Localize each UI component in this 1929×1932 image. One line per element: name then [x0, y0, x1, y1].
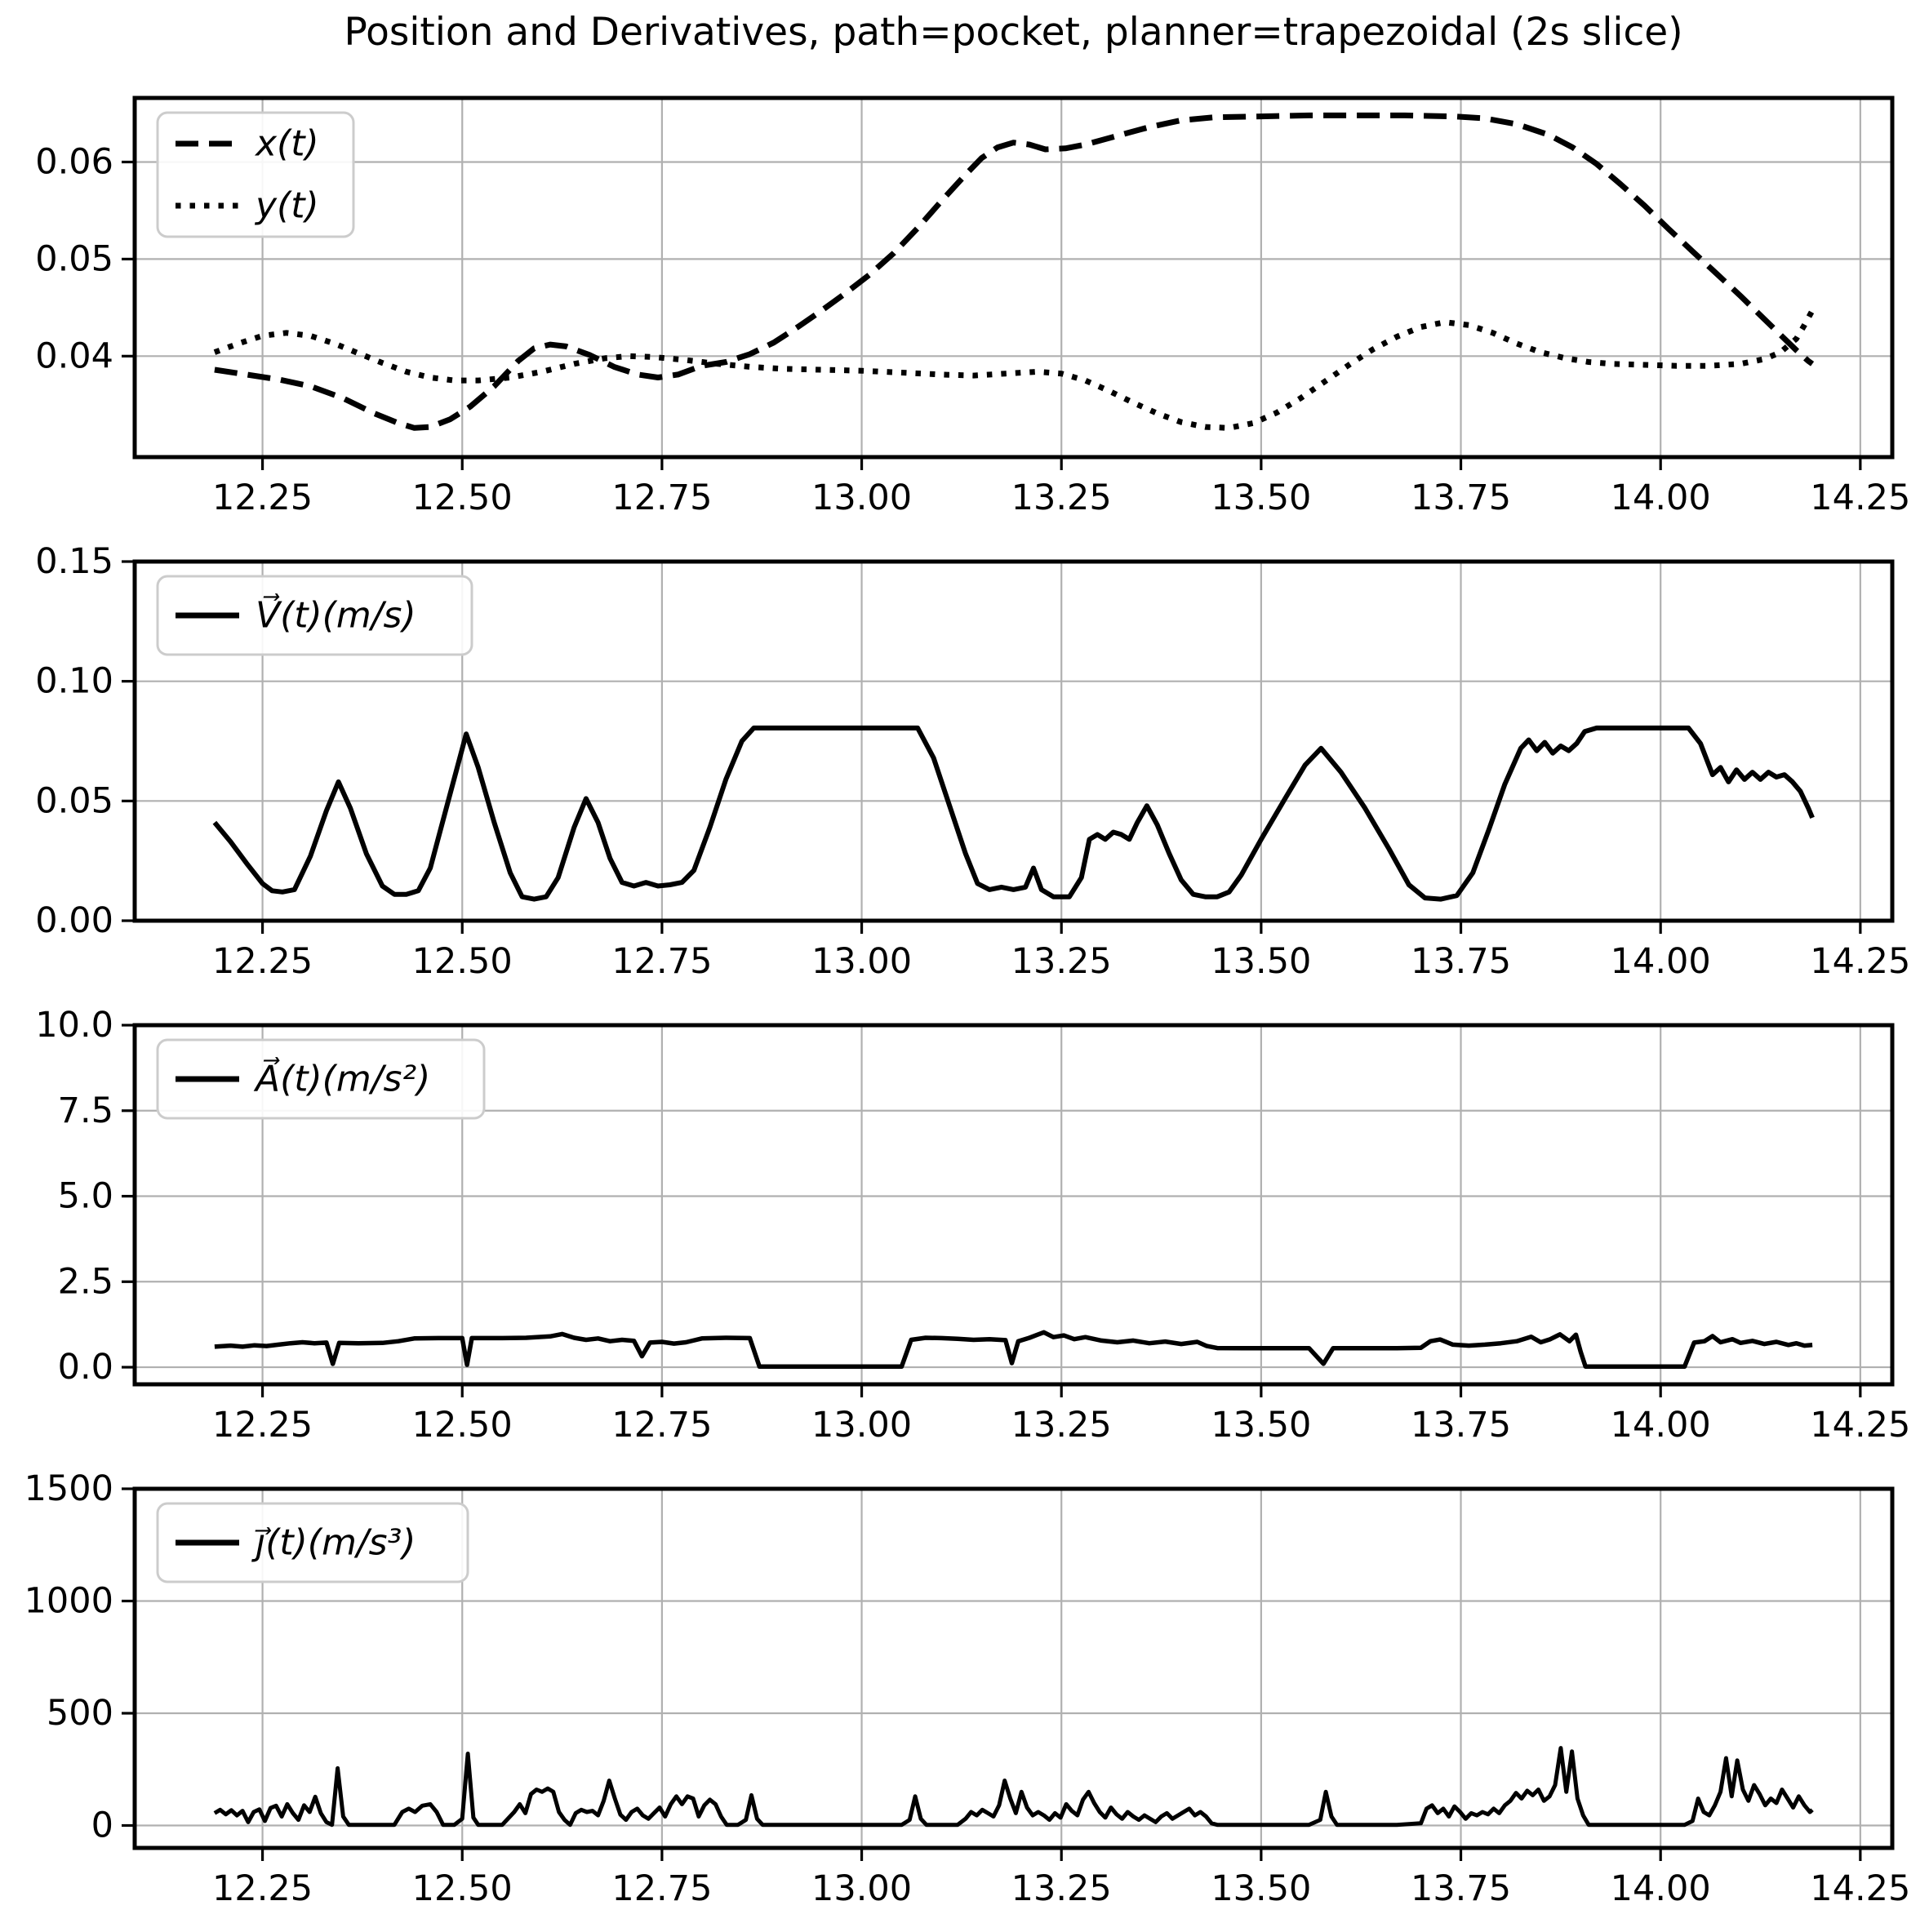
jerk-subplot: 12.25 12.50 12.75 13.00 13.25 13.50 13.75 14.00… [24, 1468, 1911, 1909]
y-tick-label: 7.5 [58, 1090, 113, 1131]
x-tick-label: 12.50 [412, 1868, 513, 1909]
series-v-of-t [212, 725, 1815, 902]
x-tick-label: 12.50 [412, 1405, 513, 1446]
x-tick-label: 14.00 [1611, 1405, 1711, 1446]
acceleration-subplot: 12.25 12.50 12.75 13.00 13.25 13.50 13.75 14.00… [35, 1005, 1910, 1446]
axes-border [132, 1486, 1895, 1850]
position-subplot: 12.25 12.50 12.75 13.00 13.25 13.50 13.75 14.00… [35, 95, 1910, 518]
y-tick-label: 5.0 [58, 1176, 113, 1217]
x-tick-label: 14.00 [1611, 941, 1711, 982]
y-tick-label: 0.00 [35, 900, 113, 941]
legend-box [156, 1038, 486, 1120]
y-tick-label: 0.06 [35, 141, 113, 182]
x-tick-label: 13.00 [811, 477, 912, 518]
x-tick-label: 14.25 [1810, 477, 1910, 518]
x-tick-label: 13.50 [1211, 941, 1311, 982]
legend-box [156, 1502, 469, 1583]
legend-label: A⃗(t)(m/s²) [253, 1056, 430, 1099]
axes-border [132, 1023, 1895, 1387]
x-tick-label: 13.50 [1211, 477, 1311, 518]
x-tick-label: 13.75 [1411, 1405, 1511, 1446]
x-tick-label: 12.75 [611, 477, 712, 518]
legend-label: y(t) [254, 185, 319, 227]
y-tick-label: 2.5 [58, 1261, 113, 1302]
x-tick-label: 14.00 [1611, 1868, 1711, 1909]
x-tick-label: 12.25 [212, 941, 313, 982]
figure-title: Position and Derivatives, path=pocket, p… [344, 10, 1683, 55]
y-tick-label: 500 [47, 1693, 113, 1734]
x-tick-label: 13.00 [811, 1405, 912, 1446]
y-tick-label: 0 [91, 1805, 113, 1846]
x-tick-label: 12.50 [412, 477, 513, 518]
x-tick-label: 13.25 [1011, 477, 1112, 518]
x-tick-label: 12.75 [611, 1405, 712, 1446]
x-tick-label: 13.00 [811, 941, 912, 982]
y-tick-label: 0.15 [35, 541, 113, 582]
x-tick-label: 13.75 [1411, 941, 1511, 982]
x-tick-label: 14.25 [1810, 1868, 1910, 1909]
y-tick-label: 0.05 [35, 238, 113, 279]
x-tick-label: 12.50 [412, 941, 513, 982]
velocity-subplot: 12.25 12.50 12.75 13.00 13.25 13.50 13.75 14.00… [35, 541, 1910, 982]
y-tick-label: 0.04 [35, 335, 113, 376]
y-tick-label: 1000 [24, 1581, 113, 1622]
series-a-of-t [214, 1330, 1813, 1369]
y-tick-label: 0.10 [35, 661, 113, 702]
x-tick-label: 13.50 [1211, 1868, 1311, 1909]
axes-border [132, 95, 1895, 460]
series-j-of-t [213, 1746, 1814, 1828]
y-tick-label: 0.0 [58, 1347, 113, 1388]
x-tick-label: 13.75 [1411, 1868, 1511, 1909]
x-tick-label: 13.50 [1211, 1405, 1311, 1446]
x-tick-label: 12.25 [212, 1405, 313, 1446]
x-tick-label: 12.25 [212, 477, 313, 518]
x-tick-label: 14.25 [1810, 941, 1910, 982]
x-tick-label: 13.75 [1411, 477, 1511, 518]
legend-label: j⃗(t)(m/s³) [251, 1522, 416, 1564]
legend-label: x(t) [254, 123, 319, 165]
y-tick-label: 1500 [24, 1468, 113, 1509]
x-tick-label: 14.00 [1611, 477, 1711, 518]
y-tick-label: 0.05 [35, 780, 113, 821]
legend-box [156, 575, 473, 656]
series-y-of-t [213, 309, 1816, 431]
x-tick-label: 13.25 [1011, 1405, 1112, 1446]
x-tick-label: 14.25 [1810, 1405, 1910, 1446]
x-tick-label: 13.25 [1011, 941, 1112, 982]
axes-border [132, 559, 1895, 923]
x-tick-label: 12.75 [611, 941, 712, 982]
x-tick-label: 13.00 [811, 1868, 912, 1909]
x-tick-label: 12.25 [212, 1868, 313, 1909]
y-tick-label: 10.0 [35, 1005, 113, 1046]
x-tick-label: 13.25 [1011, 1868, 1112, 1909]
x-tick-label: 12.75 [611, 1868, 712, 1909]
legend-label: V⃗(t)(m/s) [256, 593, 416, 636]
